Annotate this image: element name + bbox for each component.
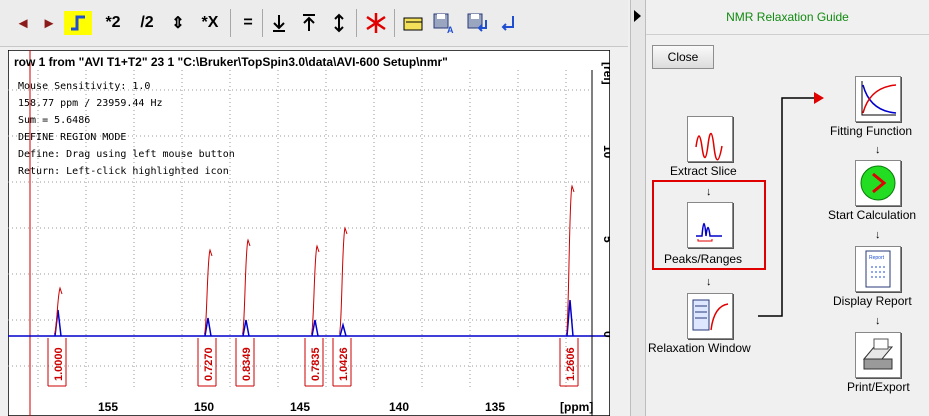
save-disk-icon: A: [433, 13, 454, 34]
close-button[interactable]: Close: [652, 45, 714, 69]
expand-button[interactable]: [326, 11, 352, 35]
integral-value: 1.2606: [565, 347, 577, 381]
guide-title: NMR Relaxation Guide: [726, 10, 849, 24]
integral-region-bracket: [47, 338, 67, 387]
open-file-button[interactable]: [400, 11, 426, 35]
start-calculation-label[interactable]: Start Calculation: [828, 208, 917, 222]
integral-value: 1.0000: [53, 347, 65, 381]
scroll-right-button[interactable]: ►: [41, 14, 57, 32]
return-arrow-icon: [501, 16, 514, 31]
display-report-label[interactable]: Display Report: [833, 294, 912, 308]
svg-text:Report: Report: [869, 255, 885, 261]
scale-updown-button[interactable]: ⇕: [171, 15, 185, 32]
y-axis-unit: [rel]: [601, 62, 610, 85]
relaxation-window-label[interactable]: Relaxation Window: [648, 341, 751, 355]
x-tick-145: 145: [290, 400, 310, 414]
relaxation-guide-panel: NMR Relaxation Guide Close Extract Slice…: [646, 0, 929, 416]
integral-region-bracket: [304, 338, 324, 387]
x-tick-150: 150: [194, 400, 214, 414]
info-mouse-sensitivity: Mouse Sensitivity: 1.0: [18, 81, 150, 92]
integral-step-icon: [71, 15, 85, 31]
start-calculation-icon[interactable]: [855, 160, 901, 206]
y-tick-0: 0: [601, 331, 610, 338]
divide-2-button[interactable]: /2: [140, 14, 154, 31]
integral-curve: [241, 238, 251, 335]
arrow-down-icon: ↓: [706, 276, 712, 288]
arrow-down-bar-icon: [273, 15, 285, 32]
integral-regions: 1.0000 0.7270 0.8349 0.7835 1.0426 1.2606: [47, 184, 579, 387]
plot-frame: [8, 50, 610, 416]
extract-slice-label[interactable]: Extract Slice: [670, 164, 737, 178]
x-tick-155: 155: [98, 400, 118, 414]
multiply-x-button[interactable]: *X: [201, 14, 219, 31]
spectrum-peak: [339, 322, 347, 337]
folder-icon: [403, 17, 423, 31]
spectrum-peak: [204, 317, 212, 337]
info-cursor-position: 158.77 ppm / 23959.44 Hz: [18, 98, 163, 109]
arrow-up-bar-icon: [303, 14, 315, 31]
return-button[interactable]: [496, 11, 520, 35]
svg-text:A: A: [447, 25, 454, 34]
integral-region-bracket: [197, 338, 217, 387]
y-tick-5: 5: [601, 236, 610, 243]
x-axis-unit: [ppm]: [560, 400, 593, 414]
save-as-button[interactable]: [464, 11, 492, 35]
spectrum-peak: [311, 319, 319, 337]
info-mode: DEFINE REGION MODE: [18, 132, 126, 143]
spectrum-toolbar: ◄ ► *2 /2 ⇕ *X = A: [0, 0, 628, 47]
spectrum-plot[interactable]: row 1 from "AVI T1+T2" 23 1 "C:\Bruker\T…: [8, 50, 610, 416]
integral-value: 0.7835: [310, 347, 322, 381]
x-tick-140: 140: [389, 400, 409, 414]
x-tick-135: 135: [485, 400, 505, 414]
spectrum-svg: row 1 from "AVI T1+T2" 23 1 "C:\Bruker\T…: [8, 50, 610, 416]
integral-value: 1.0426: [338, 347, 350, 381]
double-arrow-icon: [334, 13, 344, 33]
raise-top-button[interactable]: [296, 11, 322, 35]
arrow-down-icon: ↓: [875, 315, 881, 327]
current-step-highlight: [652, 180, 766, 270]
fitting-function-label[interactable]: Fitting Function: [830, 124, 913, 138]
grid-lines: [8, 70, 592, 390]
peaks-ranges-icon[interactable]: [687, 202, 733, 248]
integral-region-bracket: [559, 338, 579, 387]
integral-region-bracket: [235, 338, 255, 387]
integral-region-bracket: [332, 338, 352, 387]
y-tick-10: 10: [601, 145, 610, 159]
integral-value: 0.7270: [203, 347, 215, 381]
spectrum-peak: [242, 319, 250, 337]
arrow-down-icon: ↓: [706, 186, 712, 198]
display-report-icon[interactable]: Report: [855, 246, 901, 292]
info-return: Return: Left-click highlighted icon: [18, 166, 229, 177]
print-export-icon[interactable]: [855, 332, 901, 378]
save-region-button[interactable]: A: [430, 11, 458, 35]
collapse-arrow-icon: [634, 10, 641, 22]
arrow-down-icon: ↓: [875, 144, 881, 156]
integral-curve: [565, 184, 575, 335]
integral-curve: [338, 226, 348, 335]
lower-bias-button[interactable]: [266, 11, 292, 35]
equal-button[interactable]: =: [243, 14, 253, 31]
delete-region-button[interactable]: [362, 11, 390, 35]
info-define: Define: Drag using left mouse button: [18, 149, 235, 160]
spectrum-peak: [566, 299, 574, 337]
fitting-function-icon[interactable]: [855, 76, 901, 122]
integrate-mode-button[interactable]: [64, 11, 92, 35]
peaks-ranges-label[interactable]: Peaks/Ranges: [664, 252, 743, 266]
integral-curve: [310, 244, 320, 335]
arrow-down-icon: ↓: [875, 229, 881, 241]
integral-curve: [203, 248, 213, 335]
pane-splitter[interactable]: [630, 0, 646, 416]
integral-curve: [53, 286, 63, 335]
print-export-label[interactable]: Print/Export: [847, 380, 910, 394]
delete-region-icon: [366, 13, 386, 33]
extract-slice-icon[interactable]: [687, 116, 733, 162]
multiply-2-button[interactable]: *2: [105, 14, 121, 31]
relaxation-window-icon[interactable]: [687, 293, 733, 339]
info-sum: Sum = 5.6486: [18, 115, 90, 126]
spectrum-title: row 1 from "AVI T1+T2" 23 1 "C:\Bruker\T…: [14, 55, 448, 69]
scroll-left-button[interactable]: ◄: [15, 14, 31, 32]
save-arrow-icon: [467, 13, 487, 32]
integral-value: 0.8349: [241, 347, 253, 381]
